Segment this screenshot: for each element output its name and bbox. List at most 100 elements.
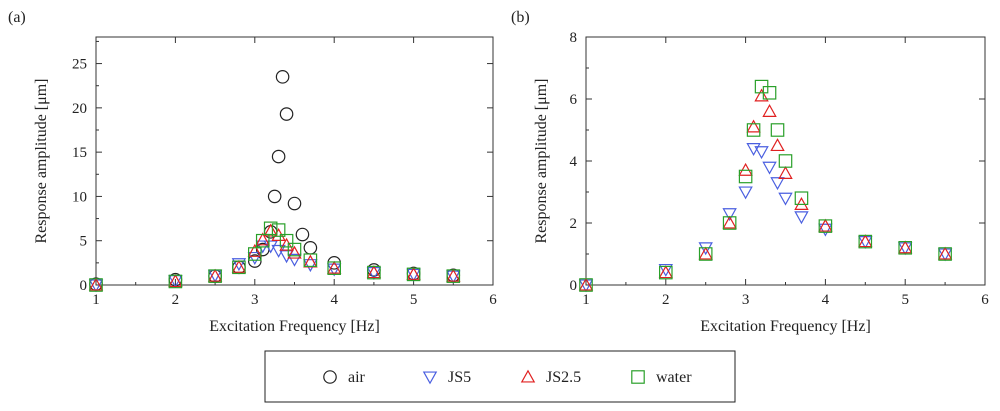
- data-point-water: [794, 191, 809, 205]
- plot-frame: [585, 36, 986, 286]
- data-point-water: [762, 85, 777, 100]
- y-tick-label: 2: [570, 216, 578, 232]
- data-point-water: [208, 269, 222, 283]
- y-tick-label: 15: [72, 145, 87, 161]
- y-tick-label: 6: [570, 92, 578, 108]
- data-point-water: [248, 247, 262, 261]
- data-point-water: [406, 267, 421, 282]
- data-point-JS2.5: [746, 119, 761, 133]
- data-point-JS2.5: [326, 260, 342, 274]
- x-tick-label: 2: [662, 292, 670, 308]
- data-point-JS2.5: [406, 266, 421, 280]
- data-point-JS2.5: [897, 240, 913, 254]
- series-JS5: [88, 240, 461, 293]
- data-point-JS5: [303, 259, 318, 273]
- x-tick-label: 2: [172, 292, 180, 308]
- data-point-JS2.5: [231, 259, 247, 273]
- y-axis-title: Response amplitude [μm]: [33, 79, 50, 244]
- data-point-JS2.5: [446, 268, 461, 282]
- data-point-JS5: [778, 192, 793, 206]
- data-point-JS2.5: [366, 265, 382, 279]
- data-point-JS5: [446, 270, 461, 284]
- series-water: [579, 79, 952, 292]
- y-tick-label: 0: [570, 278, 578, 294]
- data-point-water: [698, 247, 713, 261]
- data-point-water: [778, 154, 793, 168]
- x-axis-title: Excitation Frequency [Hz]: [209, 318, 380, 335]
- legend-label: JS2.5: [546, 369, 581, 386]
- data-point-JS5: [247, 251, 263, 265]
- data-point-water: [327, 261, 341, 275]
- legend-marker-JS5: [422, 371, 438, 385]
- data-point-JS2.5: [794, 196, 809, 210]
- data-point-JS5: [287, 253, 302, 267]
- series-JS5: [578, 143, 953, 293]
- x-tick-label: 4: [330, 292, 338, 308]
- series-air: [89, 70, 461, 291]
- data-point-JS2.5: [754, 88, 769, 102]
- data-point-JS5: [794, 211, 809, 225]
- data-point-water: [232, 260, 246, 275]
- data-point-JS2.5: [778, 165, 793, 179]
- data-point-water: [770, 123, 785, 137]
- data-point-air: [271, 149, 286, 164]
- data-point-JS5: [762, 161, 777, 175]
- data-point-JS5: [818, 223, 833, 237]
- data-point-JS2.5: [738, 162, 753, 176]
- data-point-JS5: [754, 146, 769, 160]
- data-point-water: [658, 265, 673, 280]
- data-point-air: [279, 107, 294, 121]
- data-point-water: [263, 221, 278, 236]
- data-point-JS2.5: [858, 234, 873, 248]
- data-point-water: [287, 242, 302, 257]
- data-point-water: [746, 123, 761, 137]
- data-point-water: [271, 223, 286, 237]
- x-tick-label: 3: [251, 292, 259, 308]
- data-point-water: [722, 216, 737, 230]
- panel-a: (a) 1 2 3 4 5 6 0 5 10 15 20 25 Excitation Frequency …: [8, 9, 497, 335]
- legend-marker-water: [631, 370, 645, 384]
- data-point-air: [267, 189, 282, 204]
- data-point-JS2.5: [658, 265, 674, 279]
- data-point-JS2.5: [263, 223, 278, 237]
- data-point-JS5: [326, 263, 342, 277]
- data-point-JS2.5: [578, 277, 594, 291]
- data-point-water: [898, 241, 912, 255]
- x-tick-label: 5: [410, 292, 418, 308]
- x-tick-label: 6: [981, 292, 989, 308]
- y-tick-label: 25: [72, 57, 87, 73]
- data-point-JS2.5: [937, 246, 953, 260]
- data-point-water: [255, 233, 270, 248]
- data-point-water: [858, 234, 873, 249]
- data-point-JS2.5: [770, 138, 785, 152]
- data-point-air: [287, 196, 302, 211]
- data-point-JS2.5: [722, 215, 737, 229]
- data-point-JS5: [231, 258, 247, 272]
- y-tick-label: 4: [570, 154, 578, 170]
- y-axis-title: Response amplitude [μm]: [533, 79, 550, 244]
- x-axis-title: Excitation Frequency [Hz]: [700, 318, 871, 335]
- legend-label: air: [348, 369, 366, 386]
- y-tick-label: 10: [72, 189, 87, 205]
- data-point-water: [738, 169, 753, 184]
- data-point-JS2.5: [762, 103, 777, 117]
- data-point-water: [579, 278, 593, 292]
- data-point-air: [303, 241, 318, 255]
- data-point-JS2.5: [698, 246, 713, 260]
- legend-marker-air: [323, 370, 337, 384]
- panel-b: (b) 1 2 3 4 5 6 0 2 4 6 8 Excitation Frequency [Hz] R…: [511, 9, 989, 335]
- data-point-JS2.5: [287, 245, 302, 259]
- x-tick-label: 4: [822, 292, 830, 308]
- panel-label: (a): [8, 9, 26, 26]
- y-tick-label: 8: [570, 30, 578, 46]
- data-point-water: [938, 247, 952, 261]
- series-water: [89, 221, 461, 292]
- data-point-JS5: [578, 279, 594, 293]
- x-tick-label: 3: [742, 292, 750, 308]
- data-point-JS5: [858, 236, 873, 250]
- data-point-JS2.5: [279, 237, 294, 251]
- data-point-JS2.5: [88, 277, 104, 291]
- data-point-JS5: [366, 267, 382, 281]
- data-point-water: [168, 274, 183, 289]
